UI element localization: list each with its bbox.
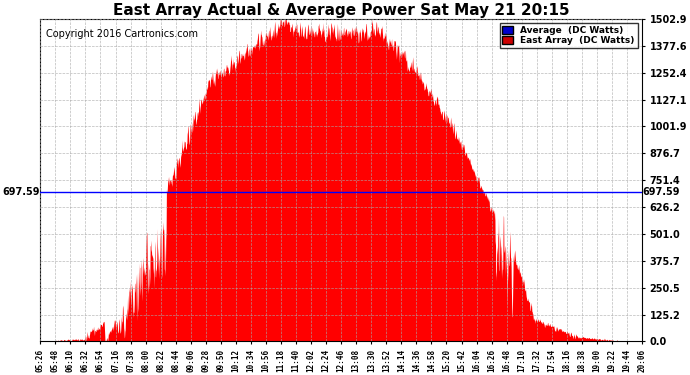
Title: East Array Actual & Average Power Sat May 21 20:15: East Array Actual & Average Power Sat Ma… (113, 3, 569, 18)
Text: Copyright 2016 Cartronics.com: Copyright 2016 Cartronics.com (46, 28, 198, 39)
Legend: Average  (DC Watts), East Array  (DC Watts): Average (DC Watts), East Array (DC Watts… (500, 24, 638, 48)
Text: 697.59: 697.59 (642, 187, 680, 197)
Text: 697.59: 697.59 (3, 187, 40, 197)
